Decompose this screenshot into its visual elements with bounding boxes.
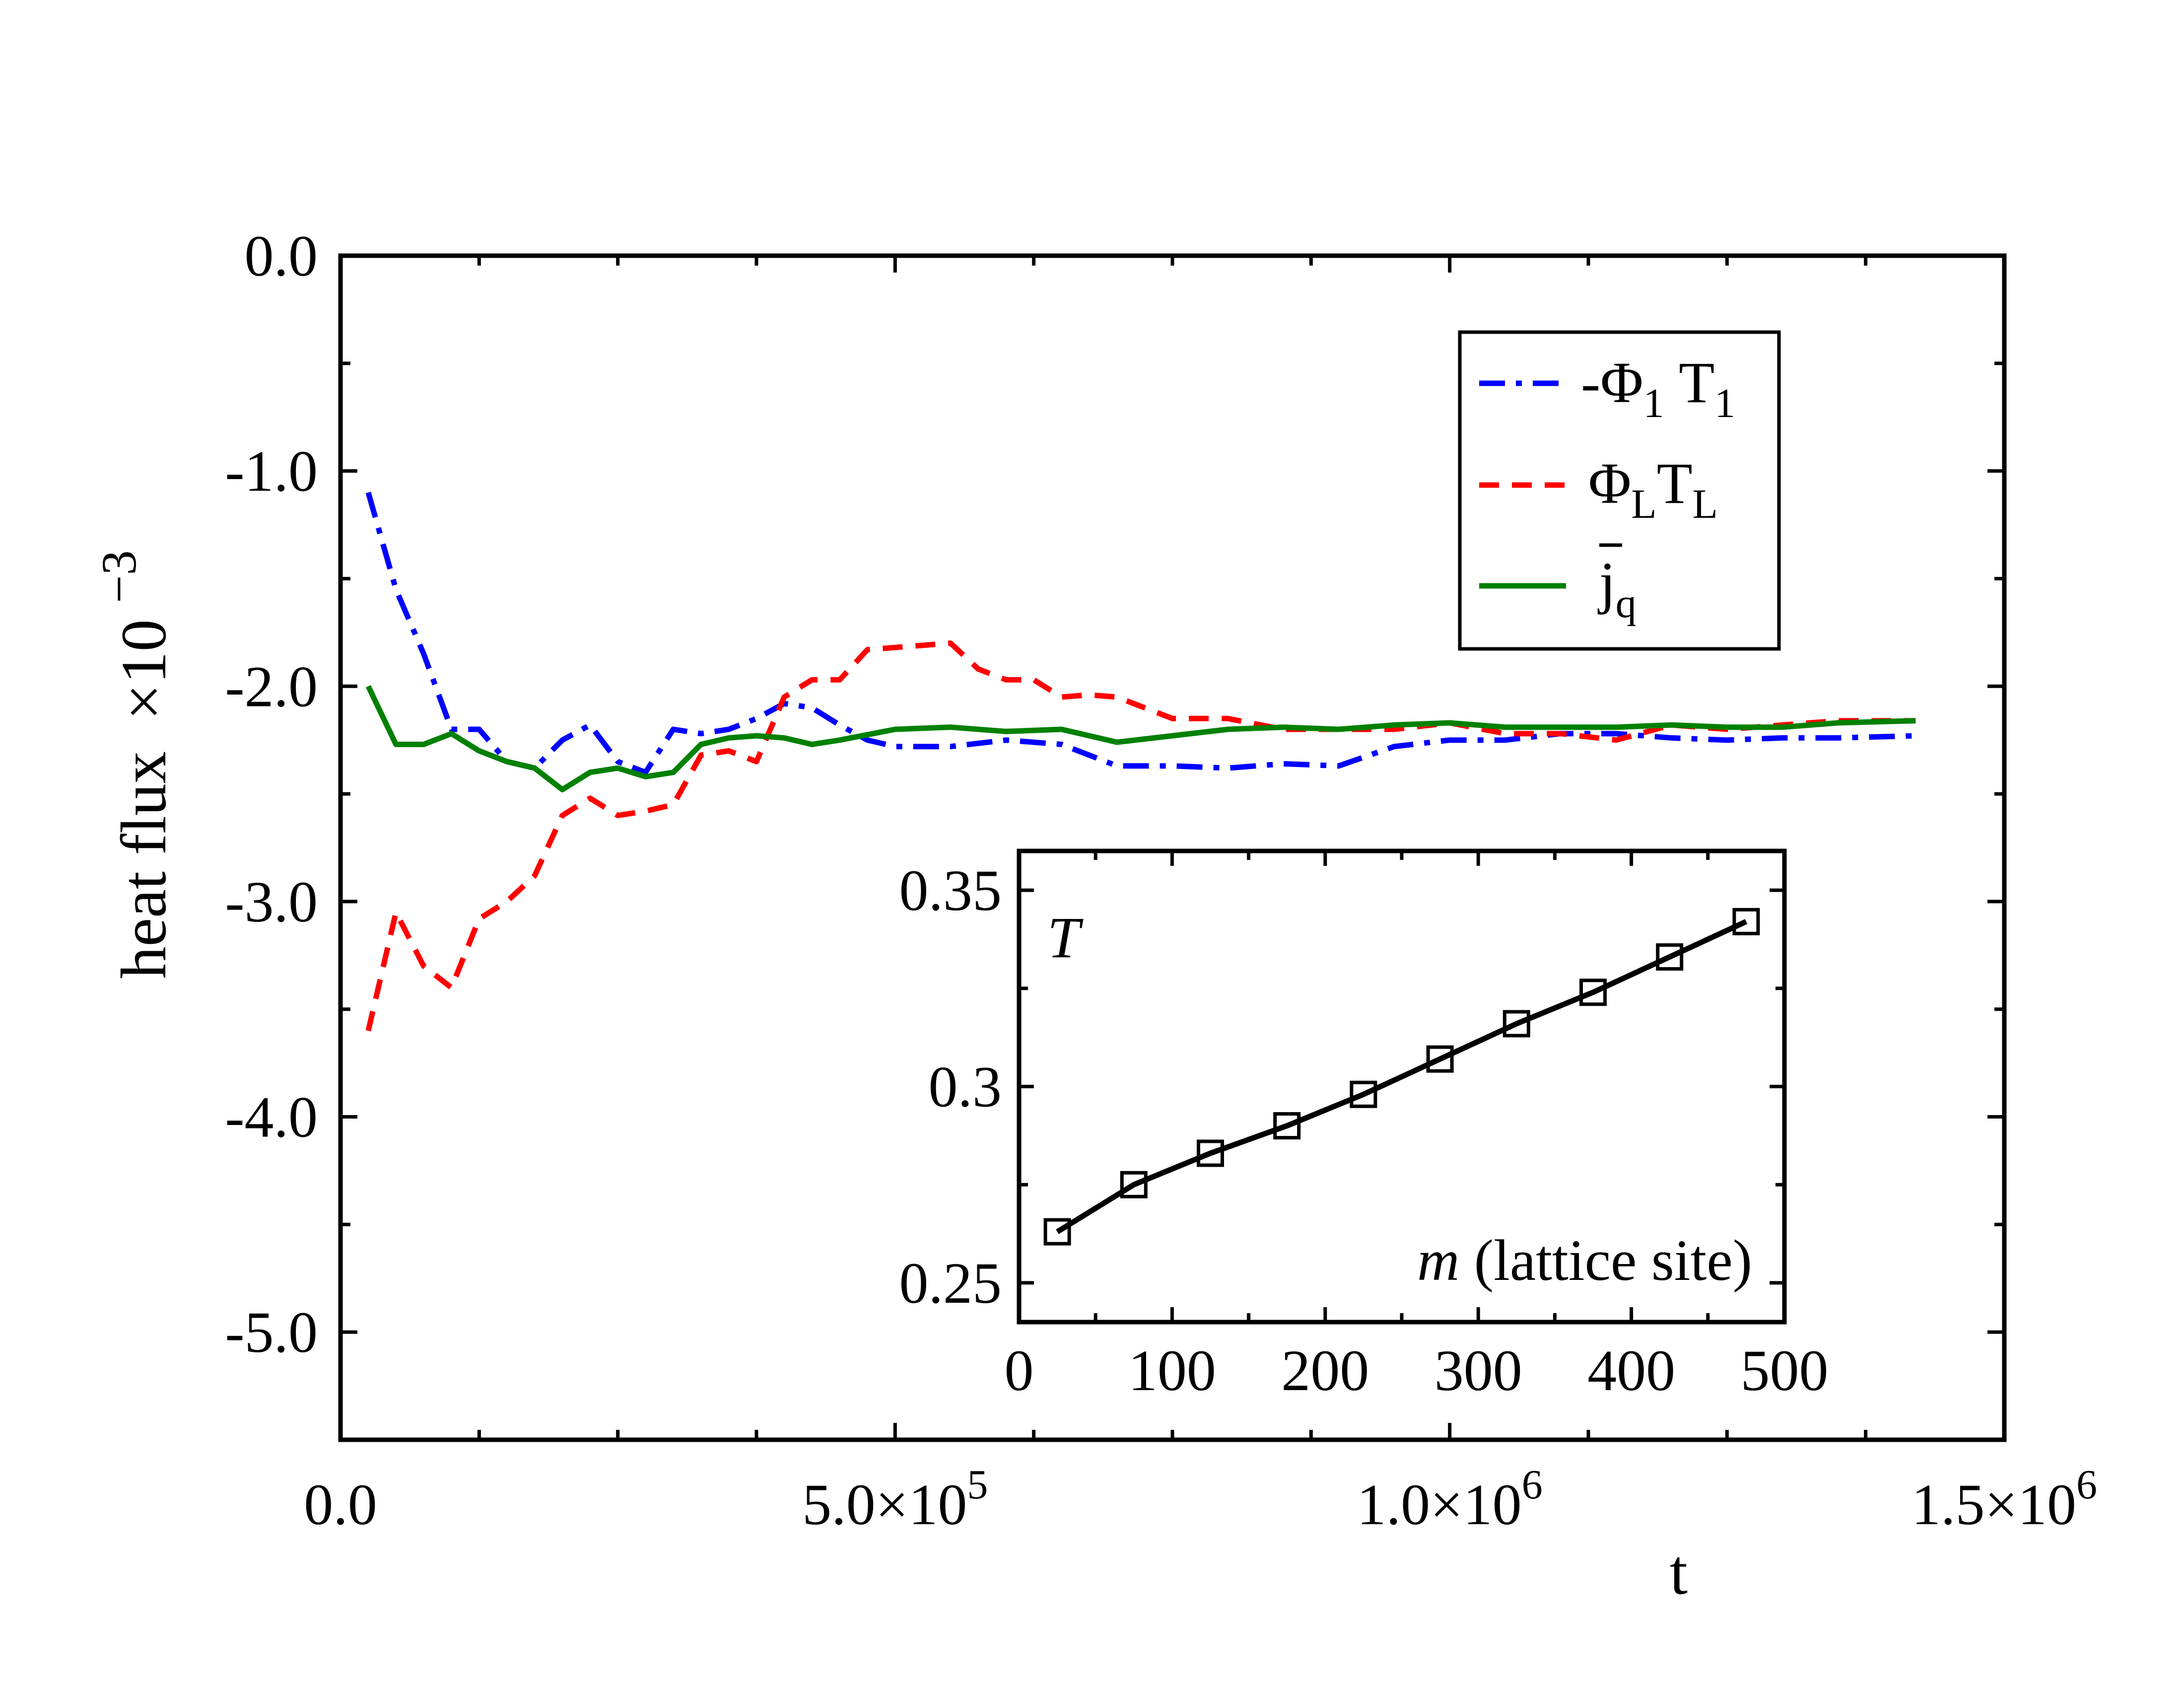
inset-point-marker: [1732, 908, 1760, 935]
inset-series-layer: [1043, 908, 1760, 1246]
main-y-axis-label-group: heat flux ×10 −3: [91, 550, 180, 979]
inset-x-tick-label-5: 500: [1741, 1338, 1829, 1403]
main-series-layer: [365, 492, 1916, 1032]
inset-point-marker: [1273, 1112, 1301, 1140]
inset-y-tick-label-2: 0.35: [899, 858, 1002, 923]
inset-plot: 0 100 200 300 400 500 0.25 0.3 0.35 T m (lattic…: [899, 848, 1829, 1403]
y-tick-label-2: -2.0: [225, 654, 318, 719]
main-legend: -Φ1 T1 ΦLTL jq: [1458, 330, 1781, 651]
main-y-axis-scale-exponent: −3: [91, 550, 146, 603]
inset-point-marker: [1043, 1218, 1071, 1246]
svg-text:heat flux ×10: heat flux ×10 −3: [91, 550, 180, 979]
series-line-2: [365, 640, 1916, 1032]
inset-x-axis-label: m (lattice site): [1417, 1228, 1752, 1293]
legend-label-series-2: ΦLTL: [1588, 451, 1718, 527]
legend-label-series-1: -Φ1 T1: [1581, 350, 1735, 426]
inset-background: [1019, 851, 1784, 1322]
inset-point-marker: [1350, 1080, 1377, 1108]
inset-y-axis-label: T: [1047, 905, 1084, 970]
main-plot: 0.0 5.0×105 1.0×106 1.5×106 0.0 -1.0 -2.0 -3.0…: [91, 223, 2097, 1608]
inset-x-tick-label-0: 0: [1005, 1338, 1034, 1403]
inset-point-marker: [1426, 1045, 1454, 1073]
main-x-axis-label: t: [1670, 1537, 1688, 1608]
y-tick-label-4: -4.0: [225, 1085, 318, 1150]
x-tick-label-3: 1.5×106: [1911, 1462, 2097, 1537]
inset-x-axis-variable: m: [1417, 1228, 1459, 1293]
legend-label-series-3: jq: [1597, 550, 1637, 627]
inset-point-marker: [1656, 943, 1684, 971]
inset-point-marker: [1197, 1139, 1224, 1167]
inset-y-tick-label-0: 0.25: [899, 1251, 1002, 1316]
series-line-3: [365, 685, 1916, 792]
y-tick-label-5: -5.0: [225, 1300, 318, 1365]
main-y-axis-label: heat flux: [108, 751, 180, 979]
inset-y-tick-label-1: 0.3: [929, 1055, 1002, 1120]
y-tick-label-3: -3.0: [225, 869, 318, 934]
legend-box: [1458, 330, 1781, 651]
inset-x-tick-label-4: 400: [1587, 1338, 1675, 1403]
inset-point-marker: [1579, 979, 1607, 1006]
inset-x-tick-labels: 0 100 200 300 400 500: [1005, 1338, 1829, 1403]
main-y-axis-scale-base: ×10: [108, 619, 180, 720]
y-tick-label-0: 0.0: [245, 223, 318, 288]
main-y-tick-labels: 0.0 -1.0 -2.0 -3.0 -4.0 -5.0: [225, 223, 318, 1365]
inset-tick-marks: [1017, 851, 1786, 1322]
inset-x-tick-label-2: 200: [1281, 1338, 1369, 1403]
inset-x-axis-description: (lattice site): [1459, 1228, 1752, 1293]
main-tick-marks: [339, 254, 2006, 1440]
inset-point-marker: [1120, 1171, 1148, 1198]
x-tick-label-1: 5.0×105: [802, 1462, 988, 1537]
inset-point-marker: [1502, 1010, 1530, 1038]
inset-series-line: [1056, 919, 1748, 1234]
main-x-tick-labels: 0.0 5.0×105 1.0×106 1.5×106: [304, 1462, 2097, 1537]
inset-x-tick-label-1: 100: [1128, 1338, 1216, 1403]
y-tick-label-1: -1.0: [225, 439, 318, 504]
x-tick-label-0: 0.0: [304, 1472, 377, 1537]
x-tick-label-2: 1.0×106: [1357, 1462, 1543, 1537]
inset-x-tick-label-3: 300: [1434, 1338, 1522, 1403]
inset-y-tick-labels: 0.25 0.3 0.35: [899, 858, 1002, 1316]
